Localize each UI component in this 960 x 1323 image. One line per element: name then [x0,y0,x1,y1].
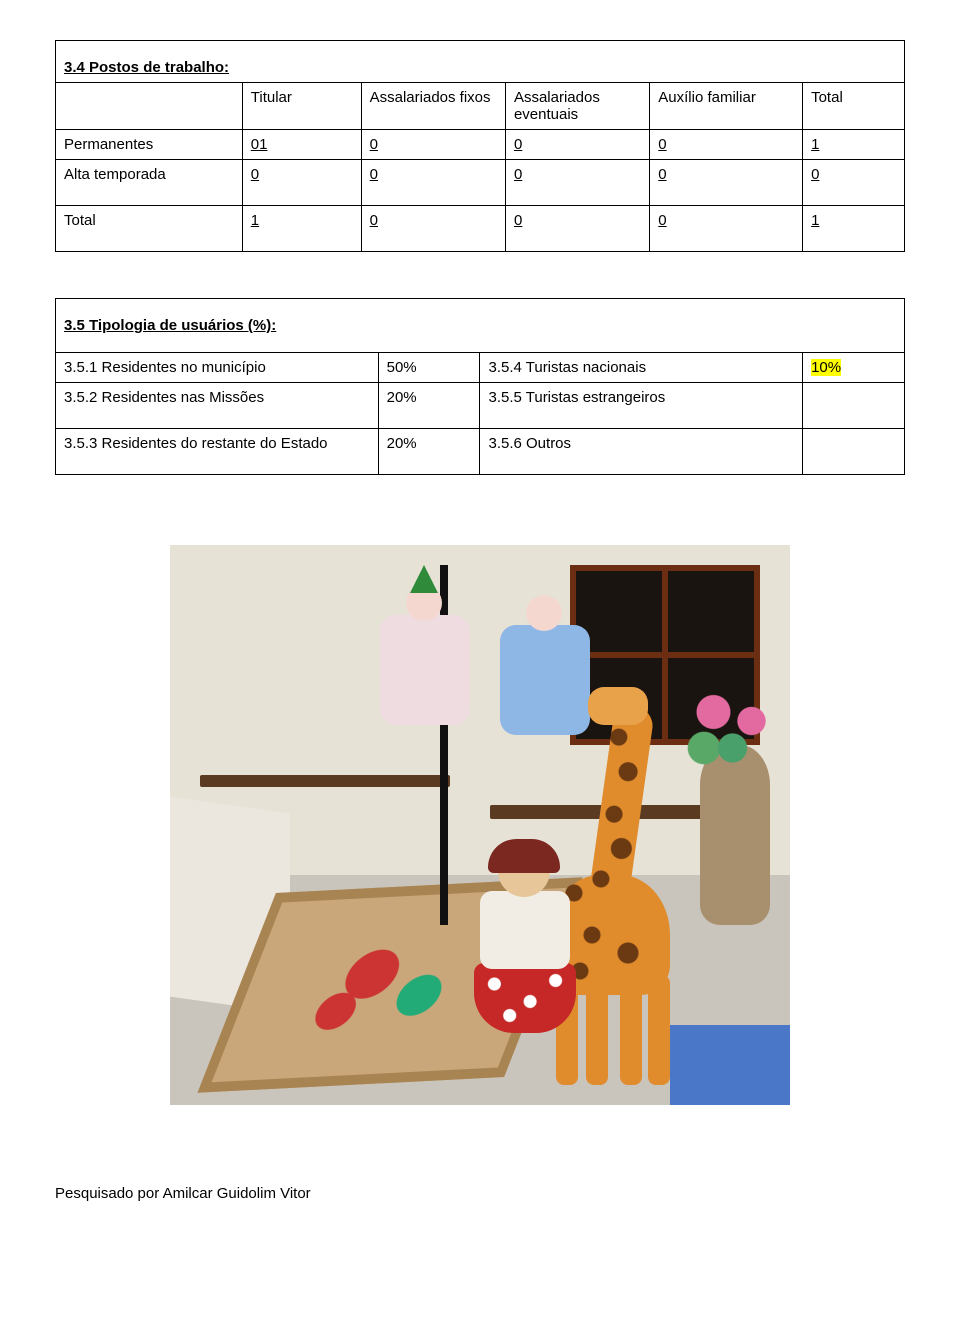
section-title-cell: 3.5 Tipologia de usuários (%): [56,299,905,353]
header-total: Total [803,83,905,130]
row-label: Alta temporada [56,160,243,206]
row-label: Permanentes [56,130,243,160]
cell-label: 3.5.2 Residentes nas Missões [56,383,379,429]
cell: 0 [505,160,649,206]
photo-handicrafts [170,545,790,1105]
document-page: 3.4 Postos de trabalho: Titular Assalari… [0,0,960,1232]
cell: 1 [803,206,905,252]
cell-value [803,429,905,475]
table-tipologia-usuarios: 3.5 Tipologia de usuários (%): 3.5.1 Res… [55,298,905,475]
cell-value: 50% [378,353,480,383]
cell-value: 1 [251,212,259,229]
cell-value: 0 [658,136,666,153]
cell: 0 [505,206,649,252]
cell-value: 0 [251,166,259,183]
cell: 0 [242,160,361,206]
cell-value: 0 [514,212,522,229]
cell-value: 0 [370,136,378,153]
cell-value: 01 [251,136,268,153]
table-row: 3.4 Postos de trabalho: [56,41,905,83]
cell-value: 0 [370,166,378,183]
table-row: 3.5.1 Residentes no município 50% 3.5.4 … [56,353,905,383]
header-titular: Titular [242,83,361,130]
cell: 0 [650,160,803,206]
cell: 0 [650,206,803,252]
highlighted-value: 10% [811,359,841,376]
table-row: 3.5.3 Residentes do restante do Estado 2… [56,429,905,475]
cell: 0 [361,130,505,160]
table-row: Total 1 0 0 0 1 [56,206,905,252]
cell-value: 0 [658,212,666,229]
cell-label: 3.5.5 Turistas estrangeiros [480,383,803,429]
cell-value: 0 [514,136,522,153]
cell-label: 3.5.3 Residentes do restante do Estado [56,429,379,475]
table-row: Alta temporada 0 0 0 0 0 [56,160,905,206]
table-row: 3.5 Tipologia de usuários (%): [56,299,905,353]
table-row: 3.5.2 Residentes nas Missões 20% 3.5.5 T… [56,383,905,429]
cell-value: 1 [811,136,819,153]
table-header-row: Titular Assalariados fixos Assalariados … [56,83,905,130]
cell-value [803,383,905,429]
cell-value: 0 [658,166,666,183]
cell-label: 3.5.4 Turistas nacionais [480,353,803,383]
header-blank [56,83,243,130]
cell-value: 10% [803,353,905,383]
section-title: 3.4 Postos de trabalho: [64,59,229,76]
section-title: 3.5 Tipologia de usuários (%): [64,317,276,334]
cell: 1 [242,206,361,252]
header-assalariados-fixos: Assalariados fixos [361,83,505,130]
cell-value: 0 [811,166,819,183]
cell-value: 20% [378,429,480,475]
cell-value: 0 [370,212,378,229]
row-label: Total [56,206,243,252]
cell: 01 [242,130,361,160]
cell-value: 0 [514,166,522,183]
cell: 0 [803,160,905,206]
cell-value: 20% [378,383,480,429]
cell-value: 1 [811,212,819,229]
header-assalariados-eventuais: Assalariados eventuais [505,83,649,130]
footer-credit: Pesquisado por Amilcar Guidolim Vitor [55,1185,905,1202]
cell: 0 [361,160,505,206]
section-title-cell: 3.4 Postos de trabalho: [56,41,905,83]
cell: 0 [650,130,803,160]
table-row: Permanentes 01 0 0 0 1 [56,130,905,160]
cell: 1 [803,130,905,160]
cell-label: 3.5.1 Residentes no município [56,353,379,383]
cell: 0 [505,130,649,160]
table-postos-trabalho: 3.4 Postos de trabalho: Titular Assalari… [55,40,905,252]
header-auxilio-familiar: Auxílio familiar [650,83,803,130]
cell-label: 3.5.6 Outros [480,429,803,475]
table-tipologia-usuarios-wrap: 3.5 Tipologia de usuários (%): 3.5.1 Res… [55,298,905,475]
cell: 0 [361,206,505,252]
